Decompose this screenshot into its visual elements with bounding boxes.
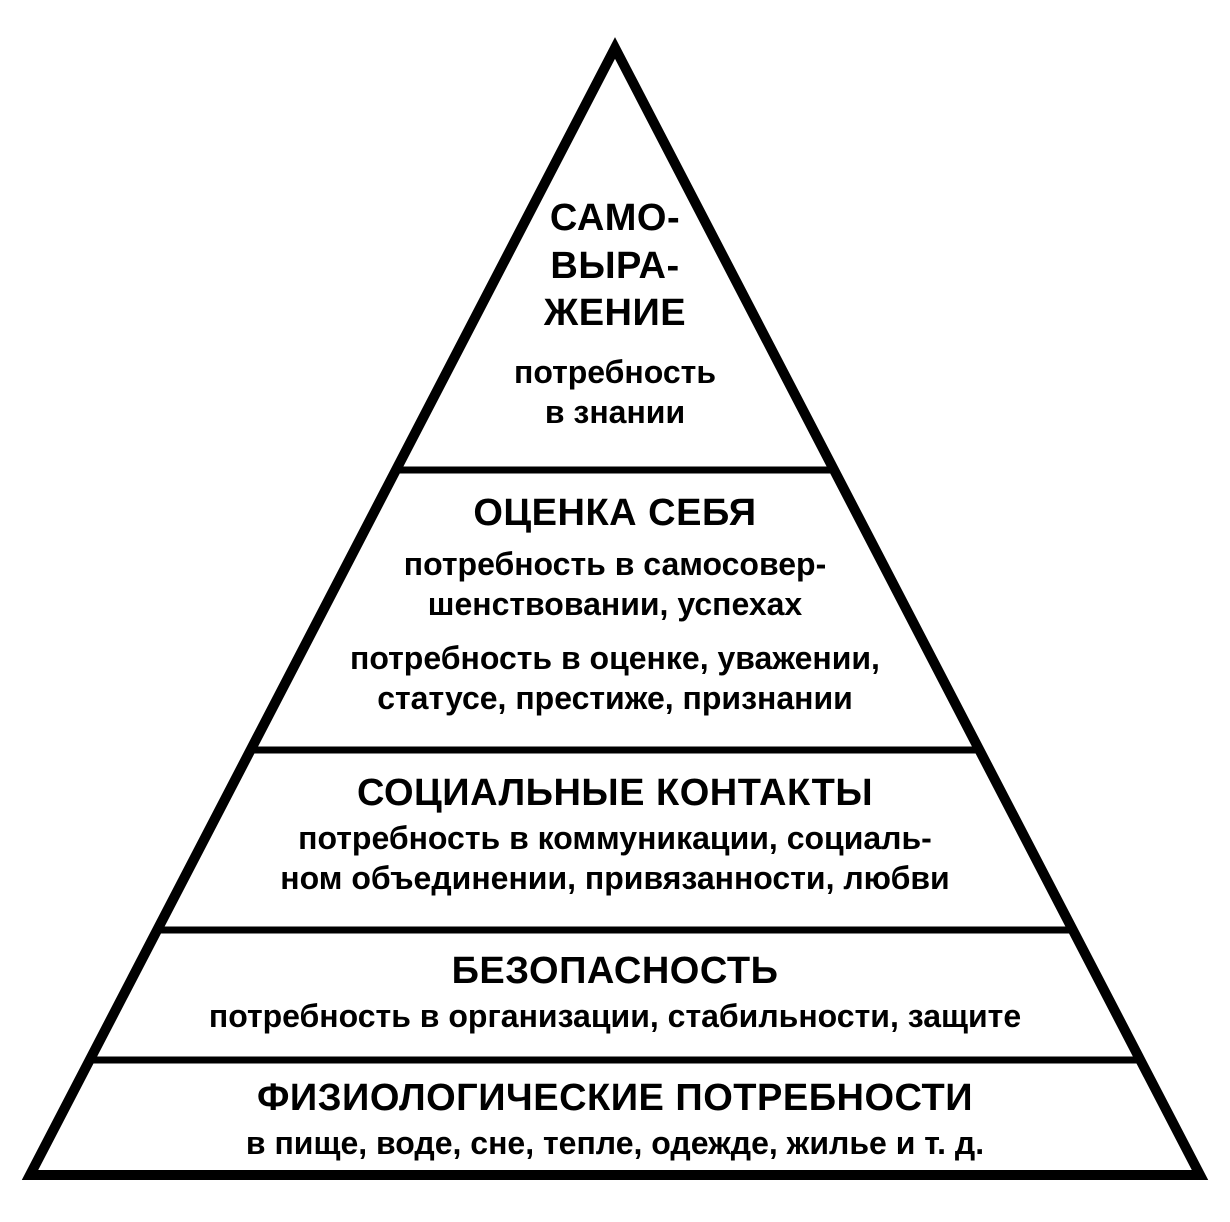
level-desc: в пище, воде, сне, тепле, одежде, жилье … (0, 1123, 1230, 1163)
level-title: ОЦЕНКА СЕБЯ (0, 490, 1230, 538)
pyramid-diagram: САМО-ВЫРА-ЖЕНИЕ потребностьв знании ОЦЕН… (0, 0, 1230, 1222)
level-desc: потребность в коммуникации, социаль-ном … (0, 818, 1230, 898)
level-safety: БЕЗОПАСНОСТЬ потребность в организации, … (0, 948, 1230, 1053)
level-self-esteem: ОЦЕНКА СЕБЯ потребность в самосовер-шенс… (0, 490, 1230, 740)
level-physiological: ФИЗИОЛОГИЧЕСКИЕ ПОТРЕБНОСТИ в пище, воде… (0, 1075, 1230, 1170)
level-desc: потребность в самосовер-шенствовании, ус… (0, 544, 1230, 718)
level-self-expression: САМО-ВЫРА-ЖЕНИЕ потребностьв знании (0, 195, 1230, 465)
level-desc: потребностьв знании (0, 352, 1230, 432)
level-title: СОЦИАЛЬНЫЕ КОНТАКТЫ (0, 770, 1230, 818)
level-title: САМО-ВЫРА-ЖЕНИЕ (0, 195, 1230, 338)
level-title: БЕЗОПАСНОСТЬ (0, 948, 1230, 996)
level-social: СОЦИАЛЬНЫЕ КОНТАКТЫ потребность в коммун… (0, 770, 1230, 925)
level-desc: потребность в организации, стабильности,… (0, 996, 1230, 1036)
level-title: ФИЗИОЛОГИЧЕСКИЕ ПОТРЕБНОСТИ (0, 1075, 1230, 1123)
